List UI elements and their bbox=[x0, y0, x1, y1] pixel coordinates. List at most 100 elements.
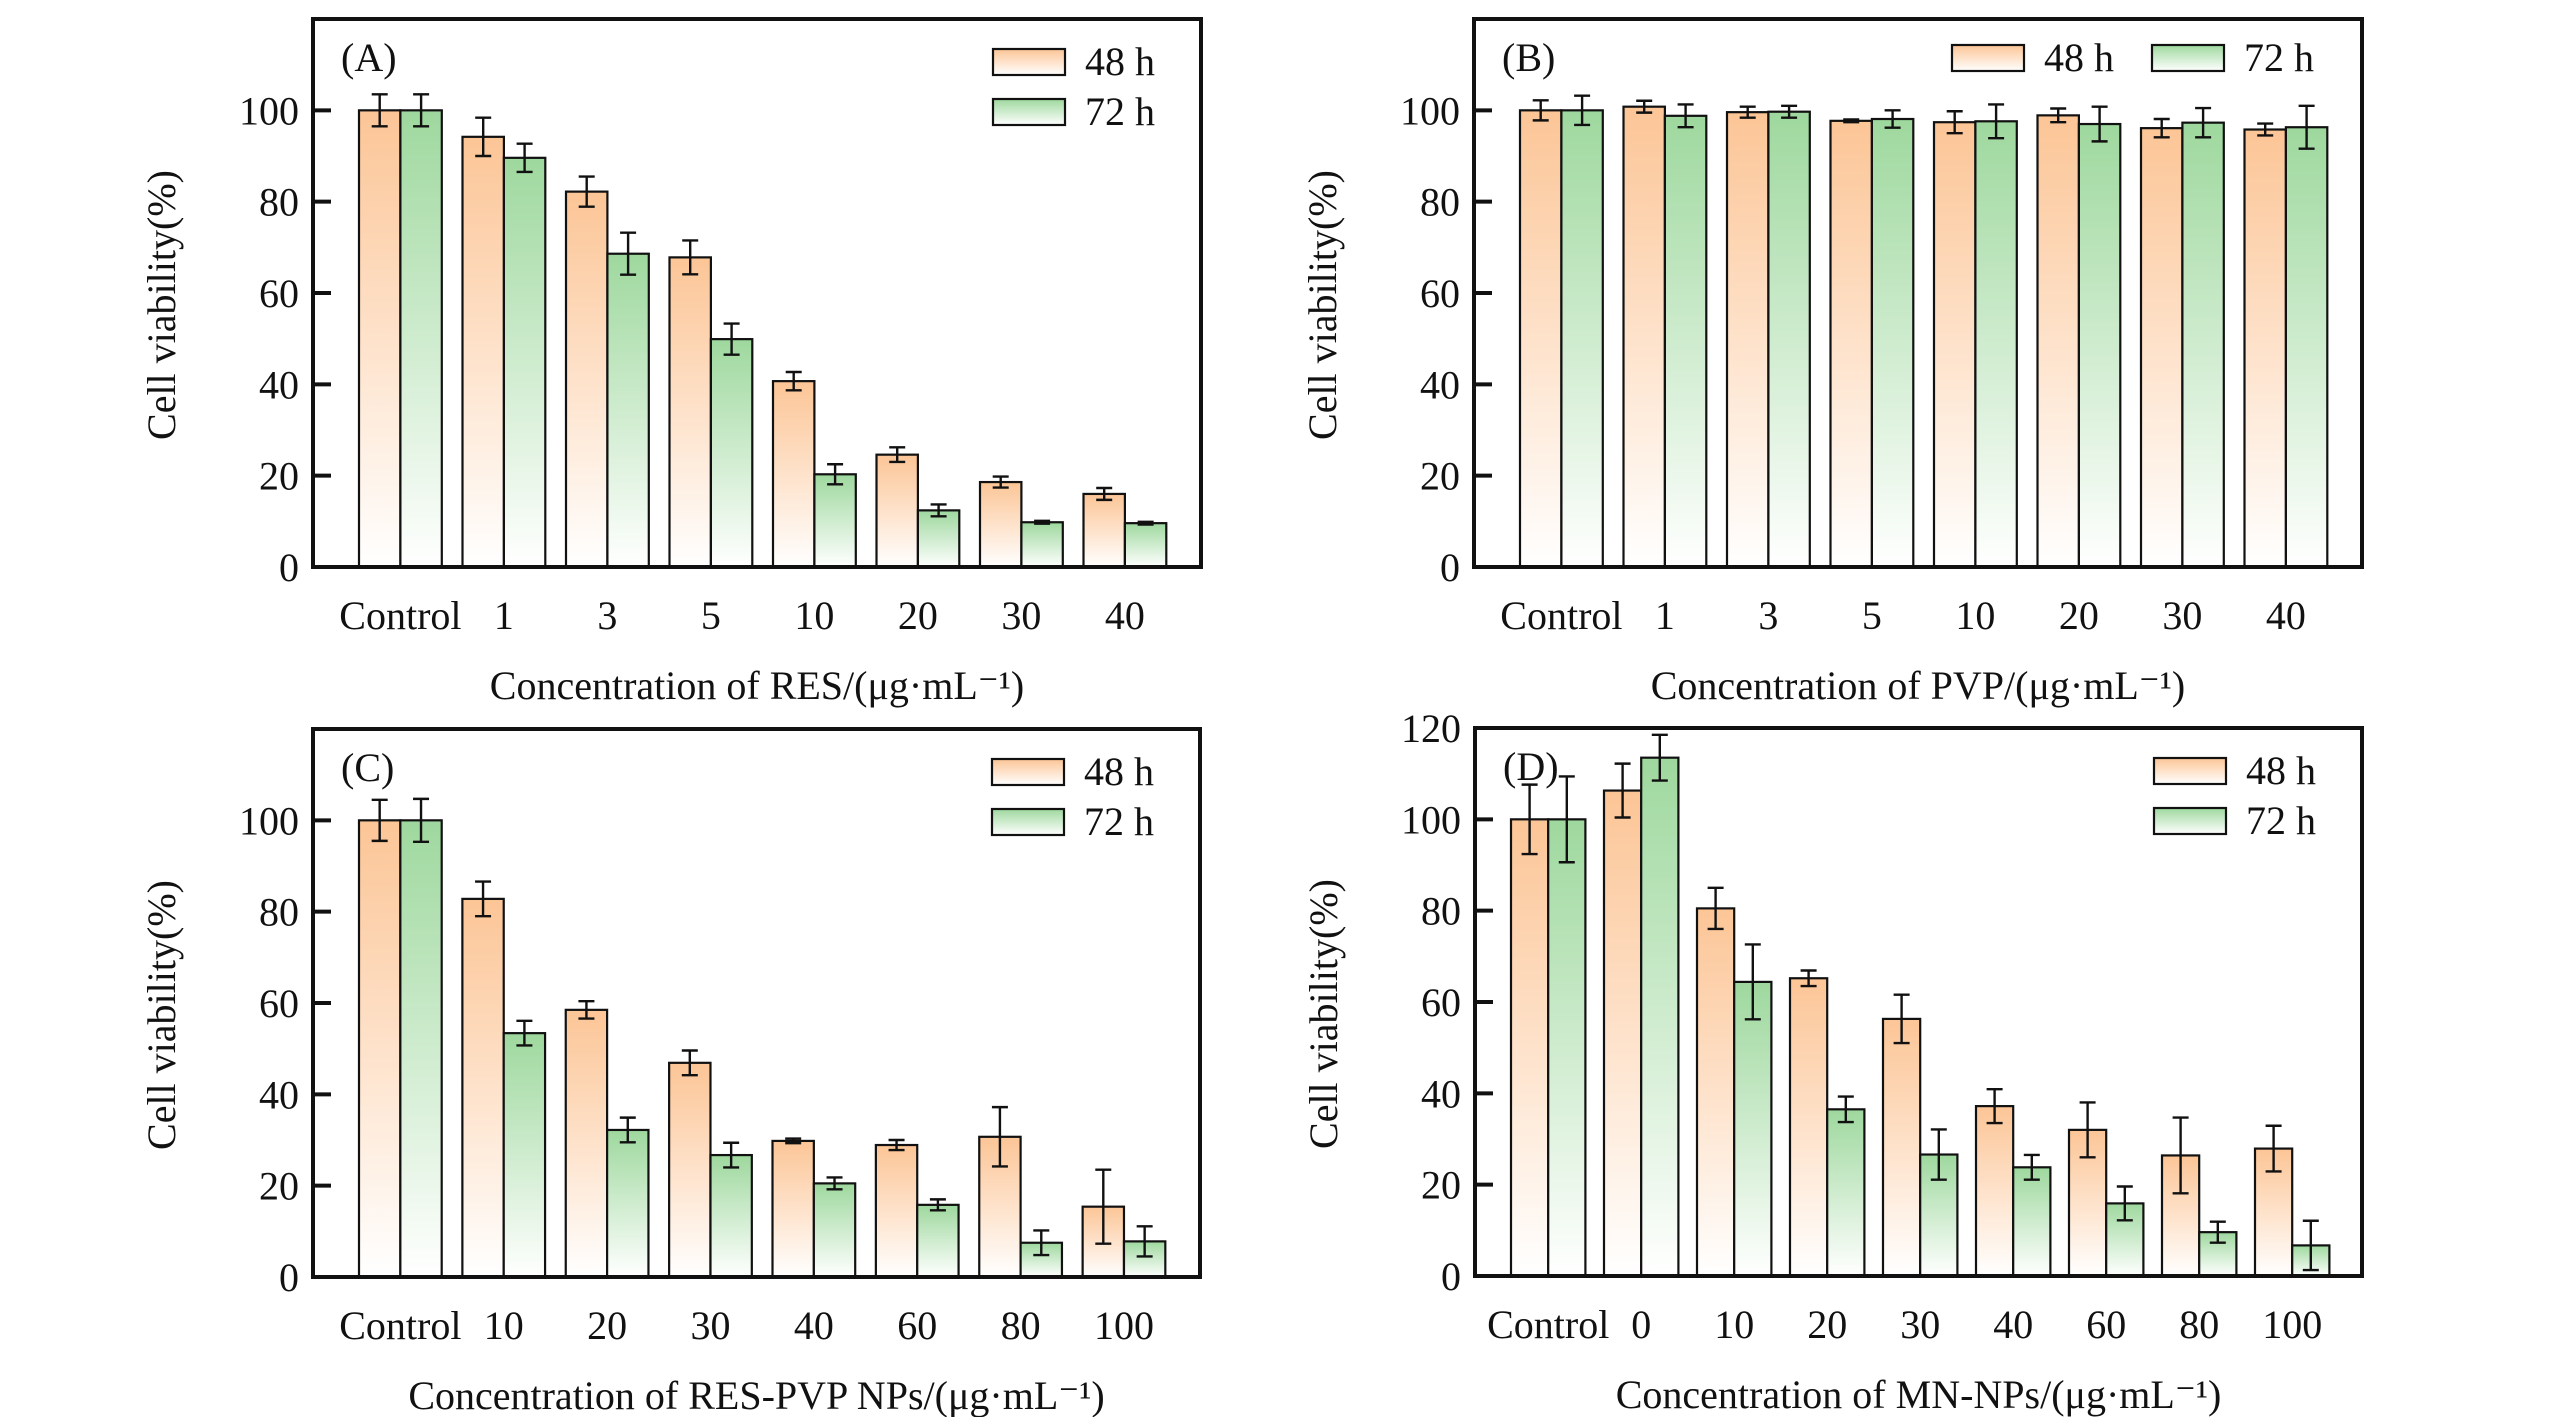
bar-72h bbox=[916, 509, 961, 569]
legend-label: 72 h bbox=[1085, 89, 1155, 134]
x-axis-title: Concentration of PVP/(μg·mL⁻¹) bbox=[1651, 663, 2185, 708]
bar-48h bbox=[1509, 818, 1550, 1278]
x-tick-label: 1 bbox=[1655, 593, 1675, 638]
bar-72h bbox=[1663, 114, 1708, 569]
legend-label: 48 h bbox=[2044, 35, 2114, 80]
legend-swatch-48h bbox=[991, 47, 1067, 77]
panel-c: (C) Concentration of RES-PVP NPs/(μg·mL⁻… bbox=[139, 727, 1202, 1417]
legend-swatch-72h bbox=[2152, 806, 2228, 836]
y-tick-label: 100 bbox=[1400, 88, 1460, 133]
bar-72h bbox=[709, 1153, 753, 1279]
x-tick-label: 10 bbox=[1714, 1302, 1754, 1347]
bar-72h bbox=[502, 1032, 547, 1279]
panel-a: (A) Concentration of RES/(μg·mL⁻¹) Cell … bbox=[139, 17, 1203, 708]
y-tick-label: 40 bbox=[259, 362, 299, 407]
y-tick-label: 20 bbox=[259, 1164, 299, 1209]
y-tick-label: 60 bbox=[259, 271, 299, 316]
x-tick-label: 100 bbox=[2262, 1302, 2322, 1347]
x-axis-title: Concentration of RES/(μg·mL⁻¹) bbox=[490, 663, 1024, 708]
bar-72h bbox=[2181, 121, 2225, 569]
bar-72h bbox=[709, 338, 754, 569]
panel-letter: (D) bbox=[1503, 744, 1559, 789]
bar-48h bbox=[1932, 121, 1977, 569]
bar-48h bbox=[978, 1135, 1022, 1279]
bar-48h bbox=[2139, 127, 2184, 569]
x-axis-title: Concentration of MN-NPs/(μg·mL⁻¹) bbox=[1616, 1372, 2222, 1417]
bar-48h bbox=[1518, 109, 1563, 569]
y-tick-label: 80 bbox=[259, 890, 299, 935]
y-tick-label: 80 bbox=[1421, 889, 1461, 934]
x-tick-label: 30 bbox=[690, 1303, 730, 1348]
bar-72h bbox=[1640, 756, 1680, 1278]
panel-letter: (A) bbox=[341, 35, 397, 80]
bar-48h bbox=[771, 380, 816, 569]
panel-letter: (C) bbox=[341, 745, 394, 790]
y-tick-label: 60 bbox=[1421, 980, 1461, 1025]
bar-48h bbox=[875, 453, 920, 569]
x-tick-label: 40 bbox=[1993, 1302, 2033, 1347]
legend: 48 h 72 h bbox=[991, 39, 1155, 134]
x-tick-label: 40 bbox=[1105, 593, 1145, 638]
legend: 48 h 72 h bbox=[2152, 748, 2316, 843]
x-tick-label: 30 bbox=[1900, 1302, 1940, 1347]
bar-72h bbox=[1767, 110, 1811, 569]
bar-72h bbox=[399, 109, 443, 569]
bar-72h bbox=[1547, 818, 1587, 1278]
y-tick-label: 80 bbox=[1420, 180, 1460, 225]
x-tick-label: 10 bbox=[484, 1303, 524, 1348]
y-tick-label: 100 bbox=[239, 88, 299, 133]
y-axis-title: Cell viability(%) bbox=[139, 880, 184, 1150]
bar-72h bbox=[502, 156, 547, 569]
x-tick-label: 80 bbox=[2179, 1302, 2219, 1347]
bar-72h bbox=[605, 1128, 650, 1279]
panel-d: (D) Concentration of MN-NPs/(μg·mL⁻¹) Ce… bbox=[1301, 706, 2364, 1417]
bar-48h bbox=[2036, 114, 2081, 569]
plot-frame bbox=[311, 17, 1203, 569]
y-tick-label: 80 bbox=[259, 180, 299, 225]
y-axis-title: Cell viability(%) bbox=[139, 170, 184, 440]
bar-72h bbox=[399, 819, 443, 1279]
x-tick-label: Control bbox=[1487, 1302, 1609, 1347]
legend-swatch-72h bbox=[990, 807, 1066, 837]
x-tick-label: 20 bbox=[1807, 1302, 1847, 1347]
legend-swatch-72h bbox=[991, 97, 1067, 127]
y-tick-label: 100 bbox=[239, 798, 299, 843]
bar-72h bbox=[1974, 120, 2018, 569]
bar-72h bbox=[2012, 1166, 2052, 1278]
x-tick-label: 20 bbox=[587, 1303, 627, 1348]
legend-label: 48 h bbox=[1085, 39, 1155, 84]
bar-72h bbox=[1560, 109, 1604, 569]
y-tick-label: 20 bbox=[1420, 454, 1460, 499]
bar-48h bbox=[1602, 789, 1643, 1278]
bar-72h bbox=[2077, 122, 2122, 569]
y-tick-label: 0 bbox=[1440, 545, 1460, 590]
bar-72h bbox=[1870, 117, 1915, 569]
panel-letter: (B) bbox=[1502, 35, 1555, 80]
legend: 48 h 72 h bbox=[990, 749, 1154, 844]
bar-48h bbox=[1829, 119, 1874, 569]
x-tick-label: Control bbox=[339, 1303, 461, 1348]
legend: 48 h 72 h bbox=[1950, 35, 2314, 80]
bar-48h bbox=[771, 1139, 815, 1279]
x-tick-label: 60 bbox=[2086, 1302, 2126, 1347]
y-tick-label: 40 bbox=[1421, 1071, 1461, 1116]
x-axis-title: Concentration of RES-PVP NPs/(μg·mL⁻¹) bbox=[408, 1373, 1104, 1417]
x-tick-label: 80 bbox=[1001, 1303, 1041, 1348]
bar-48h bbox=[357, 819, 402, 1279]
bar-72h bbox=[916, 1203, 960, 1279]
bar-48h bbox=[1881, 1017, 1922, 1278]
bar-72h bbox=[813, 473, 857, 569]
x-tick-label: 1 bbox=[494, 593, 514, 638]
bar-48h bbox=[1974, 1105, 2015, 1278]
x-tick-label: 5 bbox=[1862, 593, 1882, 638]
x-tick-label: 10 bbox=[794, 593, 834, 638]
x-tick-label: 40 bbox=[794, 1303, 834, 1348]
x-tick-label: 20 bbox=[898, 593, 938, 638]
bar-72h bbox=[1020, 521, 1064, 569]
bar-48h bbox=[668, 1061, 712, 1279]
bar-48h bbox=[461, 897, 505, 1279]
x-tick-label: 0 bbox=[1631, 1302, 1651, 1347]
bar-72h bbox=[606, 252, 650, 569]
x-tick-label: 30 bbox=[1001, 593, 1041, 638]
bar-72h bbox=[812, 1182, 857, 1279]
